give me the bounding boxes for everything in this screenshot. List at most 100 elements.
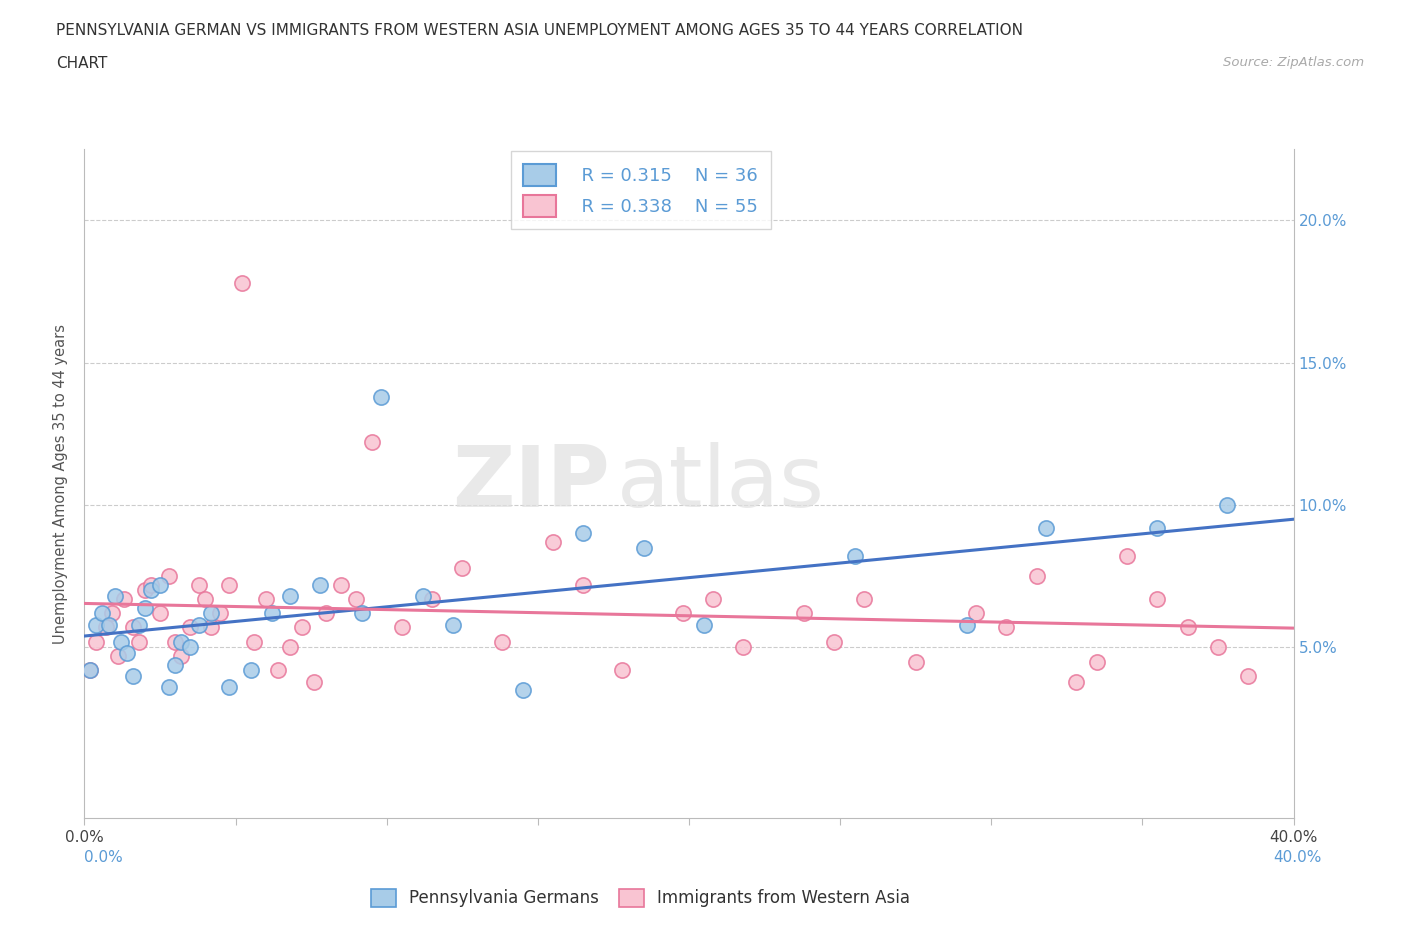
Point — [260, 605, 283, 620]
Point — [170, 648, 193, 663]
Point — [242, 634, 264, 649]
Point — [239, 663, 262, 678]
Text: 40.0%: 40.0% — [1274, 850, 1322, 865]
Point — [188, 578, 211, 592]
Point — [97, 618, 120, 632]
Point — [391, 620, 413, 635]
Point — [94, 620, 117, 635]
Point — [188, 618, 211, 632]
Text: PENNSYLVANIA GERMAN VS IMMIGRANTS FROM WESTERN ASIA UNEMPLOYMENT AMONG AGES 35 T: PENNSYLVANIA GERMAN VS IMMIGRANTS FROM W… — [56, 23, 1024, 38]
Point — [149, 605, 172, 620]
Point — [107, 648, 129, 663]
Point — [121, 669, 143, 684]
Point — [572, 526, 595, 541]
Point — [200, 620, 222, 635]
Point — [995, 620, 1018, 635]
Point — [420, 591, 443, 606]
Point — [330, 578, 353, 592]
Point — [170, 634, 193, 649]
Point — [134, 583, 156, 598]
Point — [793, 605, 815, 620]
Point — [86, 634, 108, 649]
Point — [1146, 520, 1168, 535]
Point — [128, 618, 150, 632]
Point — [1085, 654, 1108, 669]
Point — [1064, 674, 1087, 689]
Point — [110, 634, 132, 649]
Text: atlas: atlas — [616, 442, 824, 525]
Text: 0.0%: 0.0% — [84, 850, 124, 865]
Point — [302, 674, 325, 689]
Point — [149, 578, 172, 592]
Point — [165, 658, 187, 672]
Point — [904, 654, 927, 669]
Point — [844, 549, 866, 564]
Point — [278, 589, 301, 604]
Point — [267, 663, 290, 678]
Point — [79, 663, 101, 678]
Point — [218, 578, 240, 592]
Point — [1035, 520, 1057, 535]
Point — [853, 591, 876, 606]
Point — [612, 663, 634, 678]
Point — [194, 591, 217, 606]
Point — [693, 618, 716, 632]
Point — [157, 569, 180, 584]
Point — [1177, 620, 1199, 635]
Point — [412, 589, 434, 604]
Point — [360, 435, 382, 450]
Point — [315, 605, 337, 620]
Point — [121, 620, 143, 635]
Point — [139, 583, 162, 598]
Point — [1216, 498, 1239, 512]
Point — [733, 640, 755, 655]
Point — [1146, 591, 1168, 606]
Point — [86, 618, 108, 632]
Point — [441, 618, 464, 632]
Point — [165, 634, 187, 649]
Point — [370, 390, 392, 405]
Point — [209, 605, 232, 620]
Point — [956, 618, 979, 632]
Point — [128, 634, 150, 649]
Point — [1206, 640, 1229, 655]
Point — [100, 605, 122, 620]
Point — [91, 605, 114, 620]
Point — [291, 620, 314, 635]
Text: Source: ZipAtlas.com: Source: ZipAtlas.com — [1223, 56, 1364, 69]
Text: ZIP: ZIP — [453, 442, 610, 525]
Point — [1025, 569, 1047, 584]
Point — [702, 591, 724, 606]
Legend: Pennsylvania Germans, Immigrants from Western Asia: Pennsylvania Germans, Immigrants from We… — [364, 882, 917, 914]
Point — [115, 645, 138, 660]
Point — [346, 591, 368, 606]
Point — [965, 605, 987, 620]
Point — [352, 605, 374, 620]
Point — [179, 620, 201, 635]
Point — [633, 540, 655, 555]
Point — [1237, 669, 1260, 684]
Point — [218, 680, 240, 695]
Point — [254, 591, 277, 606]
Point — [451, 560, 474, 575]
Point — [512, 683, 534, 698]
Point — [104, 589, 127, 604]
Point — [672, 605, 695, 620]
Point — [200, 605, 222, 620]
Point — [179, 640, 201, 655]
Point — [1116, 549, 1139, 564]
Point — [572, 578, 595, 592]
Point — [134, 600, 156, 615]
Y-axis label: Unemployment Among Ages 35 to 44 years: Unemployment Among Ages 35 to 44 years — [53, 324, 69, 644]
Point — [157, 680, 180, 695]
Point — [823, 634, 845, 649]
Text: CHART: CHART — [56, 56, 108, 71]
Point — [231, 275, 253, 290]
Point — [309, 578, 332, 592]
Point — [541, 535, 564, 550]
Point — [278, 640, 301, 655]
Point — [139, 578, 162, 592]
Point — [112, 591, 135, 606]
Point — [491, 634, 513, 649]
Point — [79, 663, 101, 678]
